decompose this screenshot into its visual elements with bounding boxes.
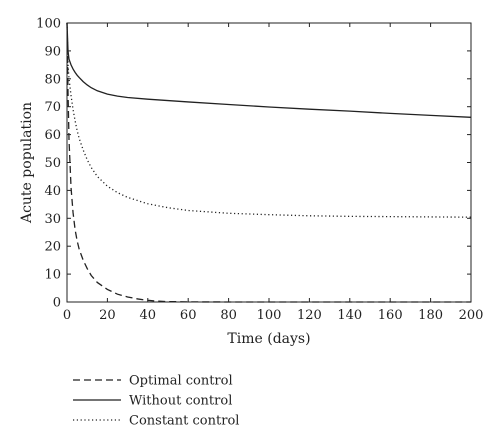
x-tick-label: 120 xyxy=(297,308,322,323)
y-tick-label: 70 xyxy=(44,100,61,115)
y-tick-label: 60 xyxy=(44,128,61,143)
x-tick-label: 100 xyxy=(257,308,282,323)
legend-label: Without control xyxy=(129,394,232,409)
x-tick-label: 160 xyxy=(378,308,403,323)
x-tick-label: 200 xyxy=(459,308,484,323)
y-tick-label: 50 xyxy=(44,156,61,171)
x-tick-label: 60 xyxy=(180,308,197,323)
plot-area xyxy=(66,22,472,303)
y-tick-label: 100 xyxy=(36,17,61,32)
x-axis-title: Time (days) xyxy=(227,331,310,347)
x-tick-label: 140 xyxy=(337,308,362,323)
x-tick-label: 0 xyxy=(63,308,71,323)
y-tick-label: 30 xyxy=(44,212,61,227)
series-line-optimal-control xyxy=(66,22,471,303)
series-line-without-control xyxy=(66,22,472,118)
legend-label: Optimal control xyxy=(129,374,233,389)
y-tick-label: 80 xyxy=(44,72,61,87)
legend-label: Constant control xyxy=(129,414,239,429)
y-tick-label: 10 xyxy=(44,268,61,283)
x-tick-label: 40 xyxy=(140,308,157,323)
axis-ticks: 0 20 40 60 80 100 120 140 160 180 200 0 10 20 30 40 50 60… xyxy=(36,17,483,324)
plot-frame xyxy=(66,22,472,303)
x-tick-label: 180 xyxy=(418,308,443,323)
x-tick-label: 20 xyxy=(99,308,116,323)
y-tick-label: 0 xyxy=(53,296,61,311)
legend: Optimal control Without control Constant c… xyxy=(73,374,239,429)
y-tick-label: 20 xyxy=(44,240,61,255)
y-axis-title: Acute population xyxy=(19,102,35,224)
series-line-constant-control xyxy=(66,22,472,218)
y-tick-label: 90 xyxy=(44,44,61,59)
x-tick-label: 80 xyxy=(220,308,237,323)
series-lines xyxy=(66,22,472,303)
y-tick-label: 40 xyxy=(44,184,61,199)
